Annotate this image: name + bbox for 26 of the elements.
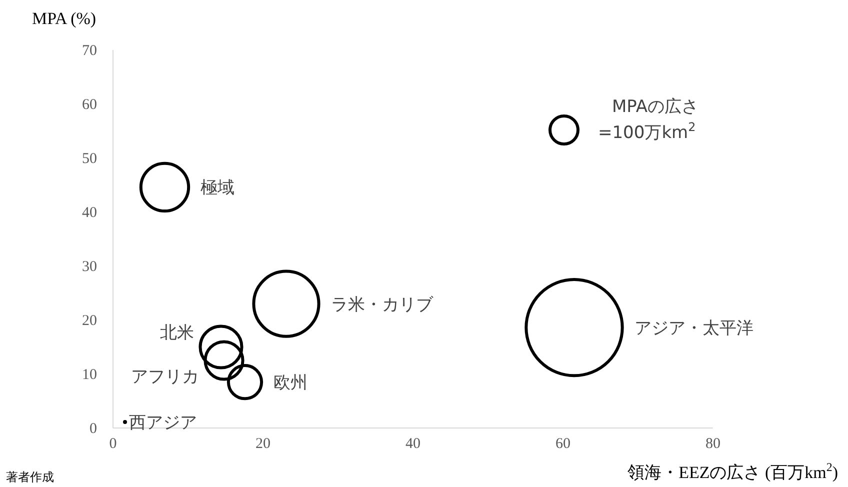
series-label: 北米	[160, 322, 194, 343]
x-tick-label: 20	[256, 436, 270, 452]
y-tick-label: 50	[82, 151, 97, 167]
y-tick-label: 40	[82, 205, 97, 221]
x-tick-label: 0	[109, 436, 117, 452]
y-tick-label: 20	[82, 313, 97, 329]
legend-label: =100万km$^{2}$	[598, 120, 696, 143]
x-tick-label: 80	[706, 436, 720, 452]
y-axis-title: MPA (%)	[32, 9, 96, 28]
series-label: アジア・太平洋	[634, 318, 754, 339]
y-tick-label: 30	[82, 259, 97, 275]
size-legend: MPAの広さ =100万km$^{2}$	[548, 97, 698, 146]
y-tick-label: 60	[82, 97, 97, 113]
x-tick-label: 60	[556, 436, 570, 452]
text: 著者作成	[6, 470, 54, 484]
series-label: 西アジア	[129, 413, 197, 434]
y-tick-label: 0	[90, 421, 97, 437]
series-label: 極域	[200, 178, 235, 198]
x-axis-title: 領海・EEZの広さ (百万km$^{2}$)	[628, 460, 838, 482]
series-label: アフリカ	[131, 366, 200, 387]
y-tick-label: 10	[82, 367, 97, 383]
series-label: ラ米・カリブ	[330, 294, 434, 315]
y-tick-label: 70	[82, 43, 97, 59]
series-label: 欧州	[274, 373, 308, 394]
x-tick-label: 40	[406, 436, 420, 452]
legend-title: MPAの広さ	[612, 97, 698, 117]
